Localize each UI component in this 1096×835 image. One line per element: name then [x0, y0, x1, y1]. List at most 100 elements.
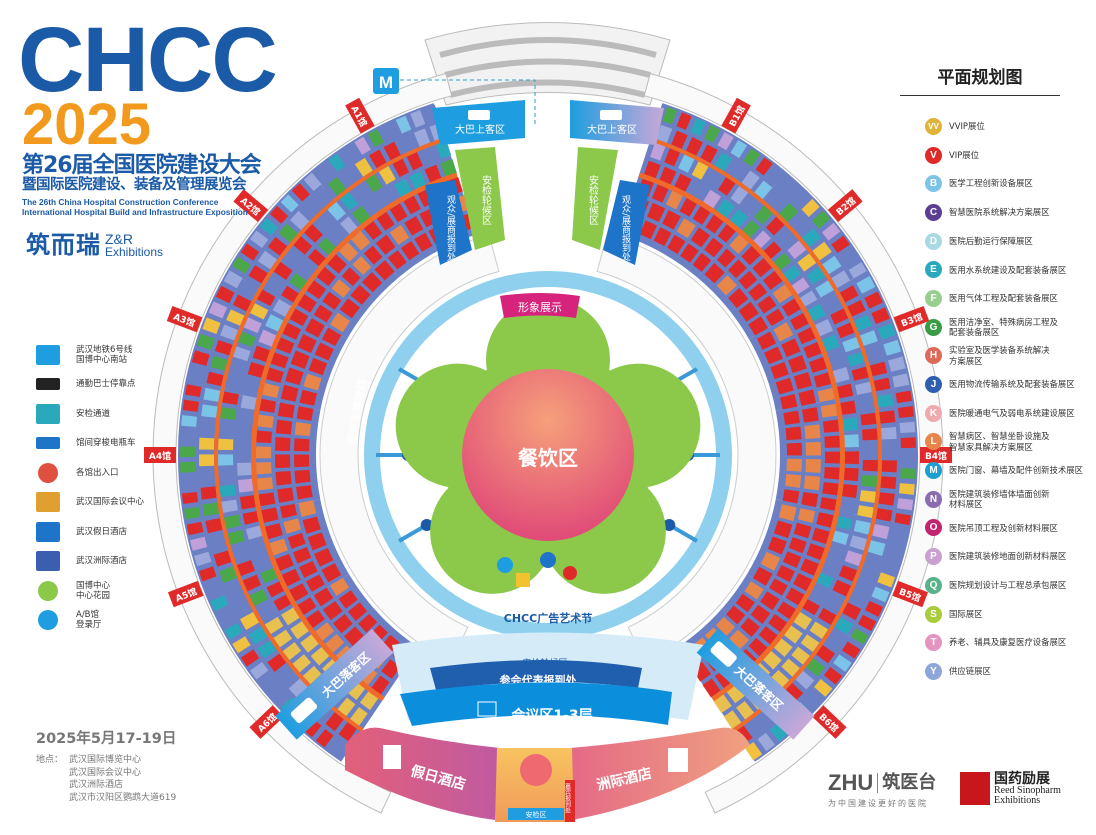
guest-registration[interactable] — [565, 780, 575, 822]
booth-cell — [275, 437, 291, 451]
booth-cell — [730, 139, 748, 159]
booth-cell — [835, 516, 853, 531]
booth-cell — [805, 658, 826, 677]
booth-cell — [292, 654, 312, 673]
booth-cell — [803, 690, 822, 709]
booth-cell — [793, 371, 813, 390]
zone-label: 医院建筑装修地面创新材料展区 — [949, 551, 1067, 562]
booth-cell — [784, 682, 804, 702]
legend-label: 各馆出入口 — [76, 467, 119, 478]
booth-cell — [228, 361, 247, 376]
booth-cell — [842, 602, 862, 621]
organizer-en2: Exhibitions — [105, 245, 164, 259]
booth-cell — [269, 205, 289, 224]
booth-cell — [891, 527, 909, 542]
booth-cell — [266, 367, 284, 383]
booth-cell — [738, 301, 759, 322]
booth-cell — [781, 298, 802, 317]
hall-A2馆[interactable] — [227, 171, 399, 339]
booth-cell — [313, 587, 334, 607]
shuttle-ring — [364, 271, 732, 639]
booth-cell — [328, 153, 346, 172]
hall-B5馆[interactable] — [746, 499, 912, 646]
booth-cell — [276, 337, 295, 354]
booth-cell — [881, 443, 897, 456]
zone-code-badge: P — [925, 548, 942, 566]
intercontinental-hotel[interactable]: 洲际酒店 — [570, 727, 750, 820]
bus-icon — [468, 110, 490, 120]
booth-cell — [864, 291, 883, 309]
conference-area[interactable]: 会议区1-3层 — [400, 682, 672, 726]
hall-B2馆[interactable] — [697, 171, 869, 339]
booth-cell — [180, 446, 196, 458]
dining-area — [462, 369, 634, 541]
security-area-label: 安检区 — [526, 810, 547, 819]
hall-B4馆[interactable] — [775, 384, 919, 526]
booth-cell — [249, 589, 268, 607]
booth-cell — [337, 697, 356, 717]
bus-pickup-right[interactable]: 大巴上客区 — [570, 100, 664, 145]
booth-cell — [900, 437, 916, 449]
booth-cell — [240, 243, 260, 261]
security-wait-bottom-label: 安检轮候区 — [522, 657, 567, 669]
hall-A3馆[interactable] — [184, 270, 348, 411]
booth-cell — [744, 581, 764, 600]
booth-cell — [861, 428, 878, 441]
icon-legend: 武汉地铁6号线 国博中心南站 通勤巴士停靠点 安检通道 馆间穿梭电瓶车 各馆出入口 武汉国… — [32, 340, 182, 635]
hall-B6馆[interactable] — [677, 574, 866, 762]
booth-cell — [800, 634, 820, 653]
booth-cell — [299, 389, 318, 406]
booth-cell — [231, 545, 250, 561]
zone-label: 实验室及医学装备系统解决 方案展区 — [949, 345, 1050, 366]
booth-cell — [290, 350, 310, 369]
booth-cell — [767, 166, 786, 185]
booth-cell — [862, 459, 878, 472]
hall-label-text: B4馆 — [925, 450, 947, 462]
booth-cell — [242, 510, 260, 525]
visitor-registration-right[interactable]: 观众/展商报到处 — [603, 180, 650, 265]
booth-cell — [318, 237, 337, 256]
booth-cell — [316, 266, 337, 287]
booth-cell — [352, 182, 371, 202]
booth-cell — [676, 218, 696, 239]
image-display[interactable]: 形象展示 — [500, 293, 580, 318]
booth-cell — [812, 241, 832, 261]
booth-cell — [218, 438, 234, 451]
hall-A5馆[interactable] — [184, 499, 350, 646]
booth-cell — [792, 611, 813, 630]
booth-cell — [838, 565, 858, 582]
organizer-en1: Z&R — [105, 231, 133, 247]
booth-cell — [303, 373, 322, 391]
booth-cell — [321, 563, 342, 583]
booth-cell — [292, 547, 312, 564]
booth-cell — [843, 451, 859, 465]
booth-cell — [258, 329, 278, 347]
legend-item: 武汉地铁6号线 国博中心南站 — [32, 340, 182, 370]
holiday-hotel[interactable]: 假日酒店 — [345, 727, 500, 820]
metro-icon — [373, 68, 399, 94]
booth-cell — [790, 215, 811, 235]
booth-cell — [204, 580, 223, 597]
hall-A4馆[interactable] — [178, 384, 321, 526]
bus-pickup-left[interactable]: 大巴上客区 — [432, 100, 525, 145]
booth-cell — [898, 483, 915, 495]
bus-pickup-label: 大巴上客区 — [587, 123, 637, 136]
hall-B1馆[interactable] — [619, 103, 786, 278]
booth-cell — [327, 201, 346, 221]
metro-station[interactable]: M — [373, 68, 536, 125]
booth-cell — [389, 203, 408, 223]
zone-legend-item: F 医用气体工程及配套装备展区 — [925, 284, 1095, 313]
booth-cell — [702, 189, 722, 210]
visitor-registration-left[interactable]: 观众/展商报到处 — [425, 180, 472, 265]
booth-cell — [813, 372, 832, 388]
booth-cell — [256, 603, 276, 621]
booth-cell — [690, 118, 707, 137]
booth-cell — [831, 270, 851, 289]
booth-cell — [734, 725, 753, 745]
security-area[interactable] — [508, 808, 564, 820]
booth-cell — [647, 202, 666, 223]
legend-item: 武汉洲际酒店 — [32, 547, 182, 577]
hall-B3馆[interactable] — [748, 270, 912, 411]
zone-code-badge: E — [925, 261, 942, 279]
booth-cell — [257, 289, 276, 307]
